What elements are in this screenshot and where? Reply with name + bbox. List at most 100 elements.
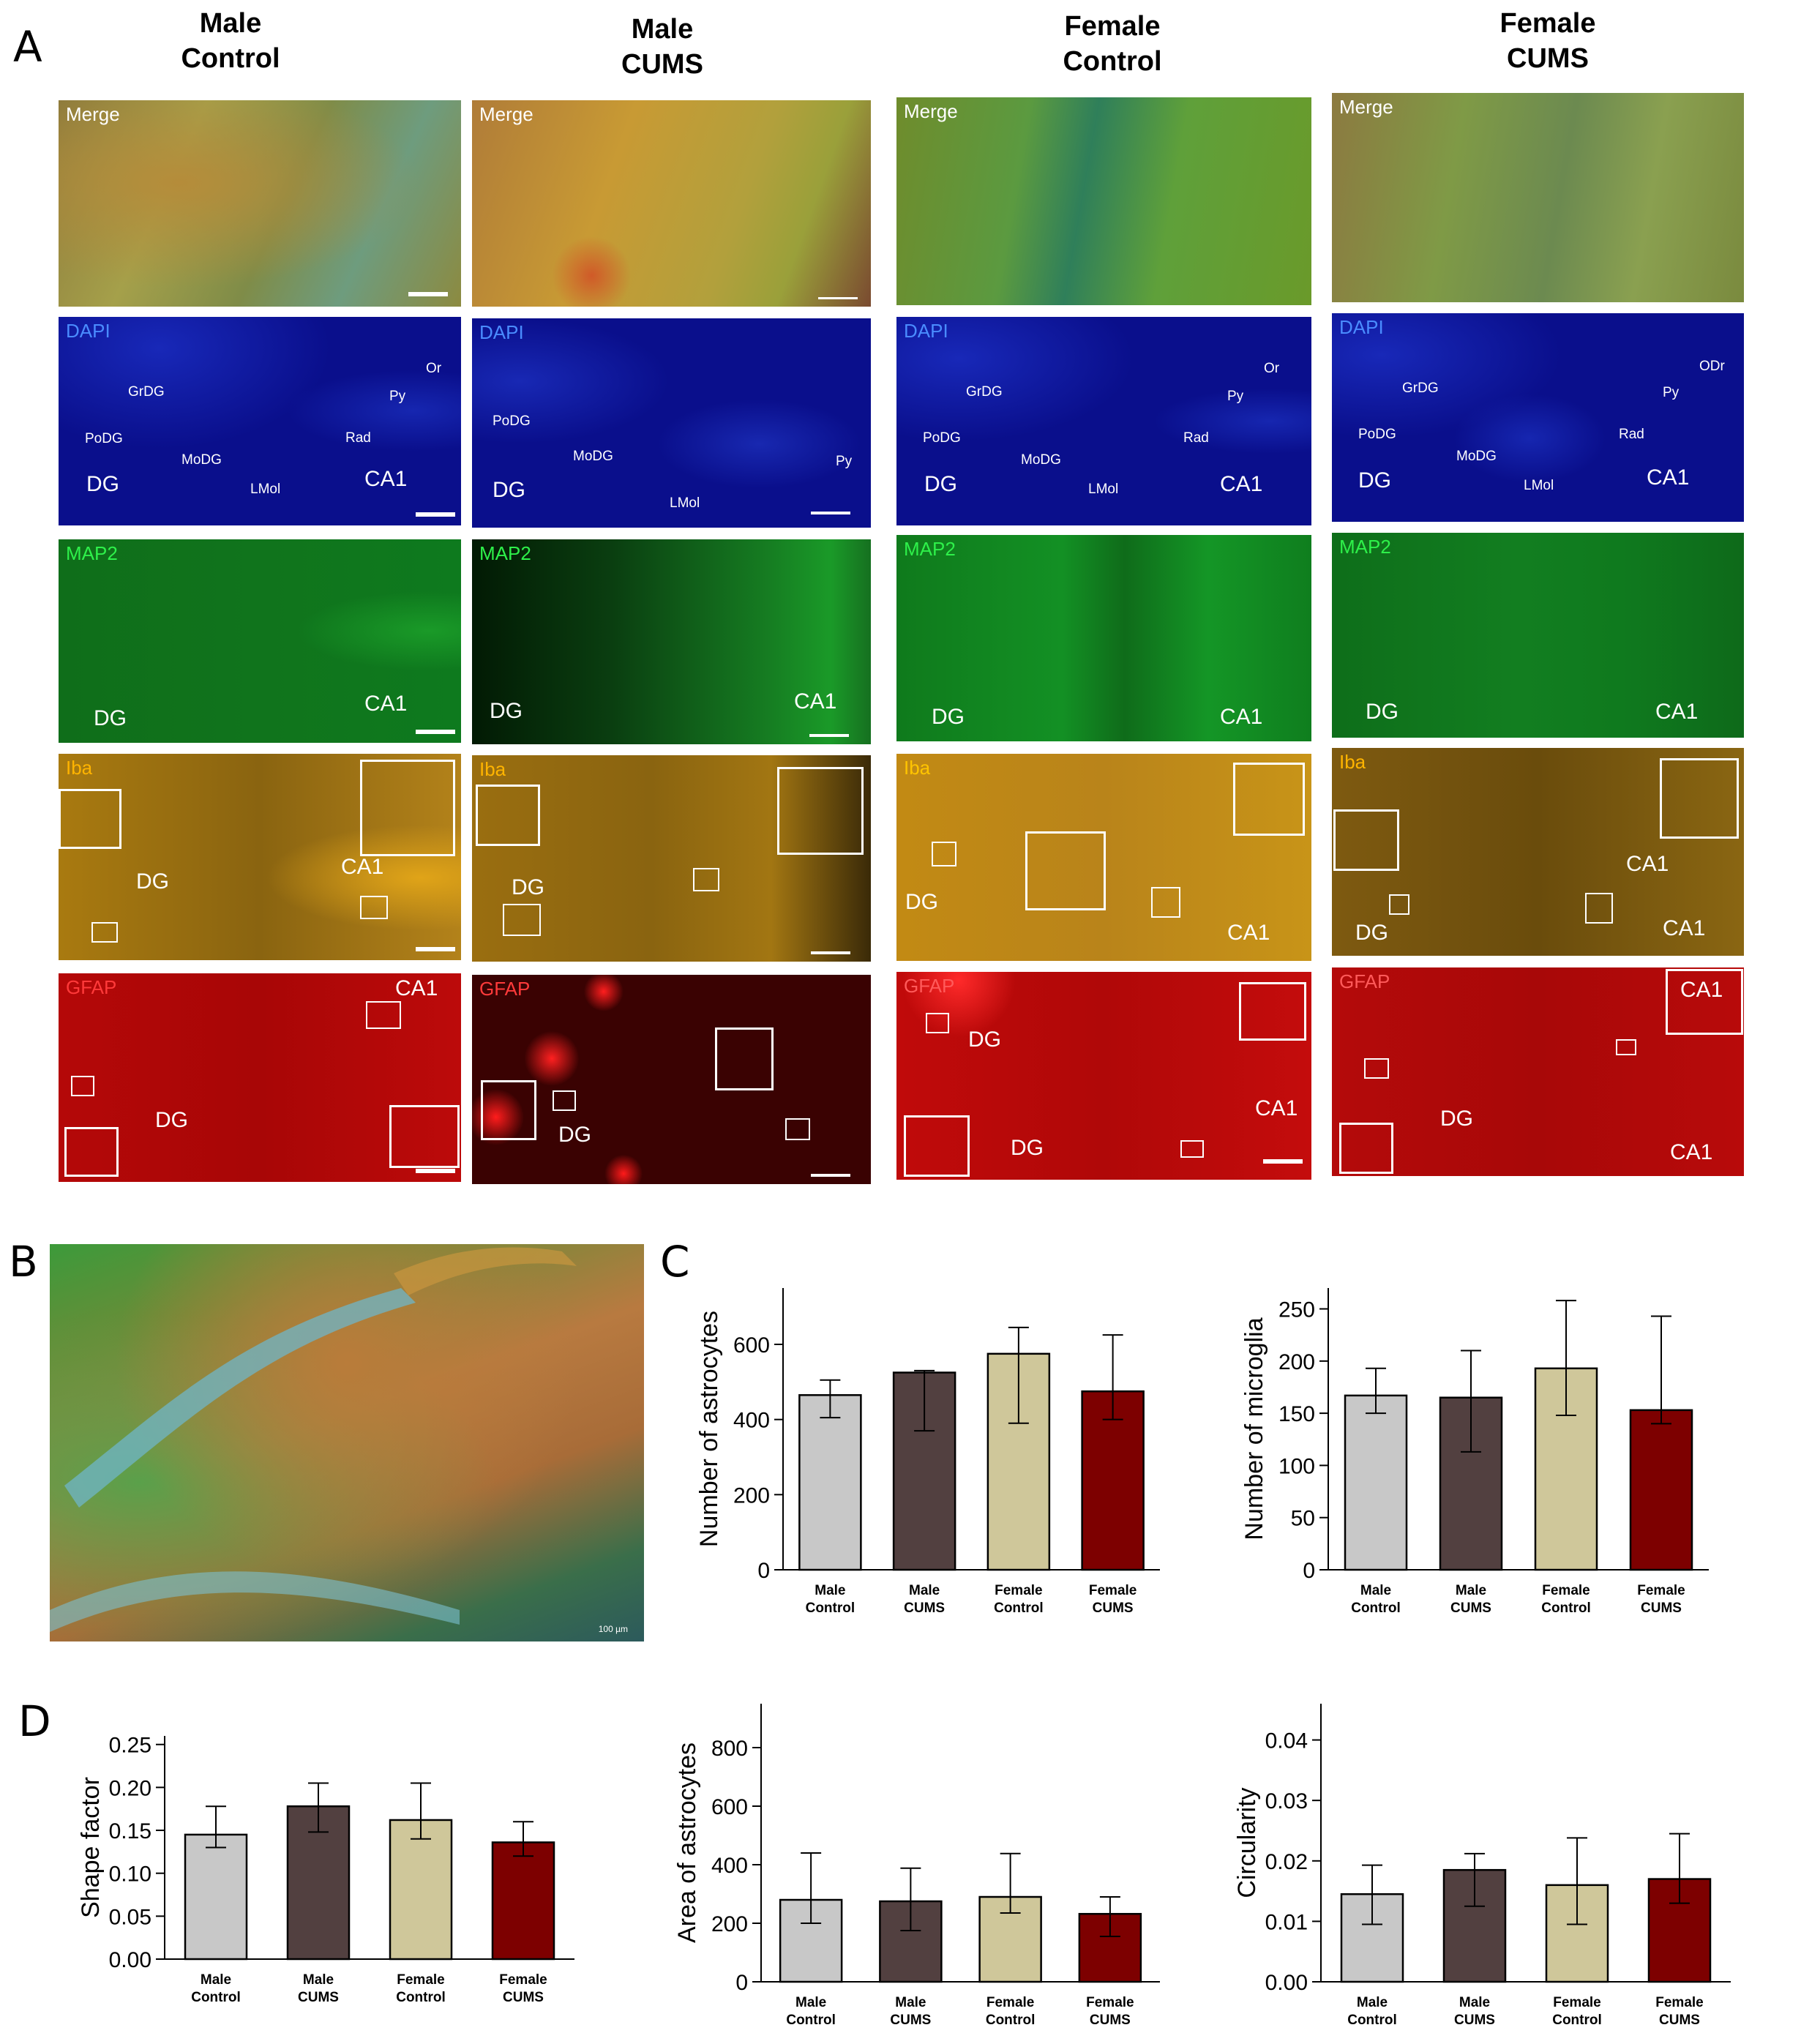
- y-tick-label: 600: [733, 1333, 770, 1358]
- gfap-image-female-cums: GFAP DG CA1 CA1: [1332, 967, 1744, 1176]
- stain-label: DAPI: [66, 320, 111, 342]
- panel-label-a: A: [13, 22, 42, 72]
- y-tick-label: 0.03: [1265, 1789, 1308, 1813]
- region-label-podg: PoDG: [1358, 427, 1396, 442]
- stain-label: DAPI: [1339, 316, 1384, 338]
- bar: [1081, 1390, 1145, 1571]
- stain-label: Iba: [904, 757, 931, 779]
- column-header-line: Control: [181, 43, 280, 74]
- column-header-line: CUMS: [621, 49, 703, 80]
- merge-image-female-cums: Merge: [1332, 93, 1744, 302]
- x-tick-label: Male: [815, 1583, 845, 1598]
- x-tick-label: Male: [895, 1995, 926, 2010]
- x-tick-label: CUMS: [1450, 1601, 1491, 1616]
- inset-box: [1151, 887, 1180, 918]
- stain-label: MAP2: [904, 538, 956, 560]
- y-tick-label: 400: [711, 1854, 748, 1878]
- map2-image-female-control: MAP2 DG CA1: [896, 535, 1311, 741]
- x-tick-label: CUMS: [1659, 2013, 1700, 2028]
- merge-image-male-control: Merge: [59, 100, 461, 307]
- region-label-dg: DG: [94, 706, 127, 730]
- stain-label: Merge: [479, 103, 533, 125]
- y-tick-label: 100: [1278, 1454, 1315, 1478]
- x-tick-label: Control: [1347, 2013, 1397, 2028]
- column-header-female-cums: Female CUMS: [1394, 6, 1701, 76]
- y-tick-label: 0.10: [109, 1863, 151, 1887]
- x-tick-label: Female: [1553, 1995, 1600, 2010]
- inset-box: [366, 1001, 401, 1029]
- region-label-ca1: CA1: [1680, 978, 1723, 1002]
- stain-label: MAP2: [479, 542, 531, 564]
- chart-microglia-count: 0 50 100 150 200 250 Number of microglia Male Co…: [1240, 1288, 1709, 1616]
- scale-bar: [818, 297, 858, 299]
- inset-box: [91, 922, 118, 943]
- scale-bar: [809, 734, 849, 737]
- x-tick-label: Control: [986, 2013, 1036, 2028]
- stain-label: GFAP: [66, 976, 117, 998]
- inset-box: [1660, 758, 1739, 839]
- inset-box: [715, 1027, 774, 1090]
- y-tick-label: 0: [735, 1971, 748, 1995]
- column-header-line: Male: [199, 8, 262, 39]
- scale-bar: [416, 947, 455, 951]
- y-tick-label: 400: [733, 1409, 770, 1433]
- chart-astrocyte-area: 0 200 400 600 800 Area of astrocytes Male Contr…: [673, 1704, 1160, 2028]
- iba-image-male-cums: Iba DG: [472, 755, 871, 962]
- map2-image-male-cums: MAP2 DG CA1: [472, 539, 871, 744]
- region-label-rad: Rad: [1619, 427, 1644, 442]
- region-label-dg: DG: [155, 1108, 188, 1132]
- region-label-ca1: CA1: [364, 692, 408, 716]
- region-label-modg: MoDG: [573, 449, 613, 464]
- gfap-image-male-control: GFAP DG CA1: [59, 973, 461, 1182]
- inset-box: [481, 1080, 536, 1140]
- dapi-image-male-control: DAPI GrDG PoDG MoDG LMol Rad Py Or DG CA…: [59, 317, 461, 525]
- inset-box: [389, 1105, 460, 1168]
- inset-box: [503, 904, 541, 936]
- stain-label: MAP2: [1339, 536, 1391, 558]
- bar: [1344, 1394, 1408, 1571]
- inset-box: [932, 842, 956, 866]
- x-tick-label: Control: [1541, 1601, 1591, 1616]
- region-label-modg: MoDG: [1456, 449, 1497, 464]
- region-label-odr: ODr: [1699, 359, 1725, 374]
- x-tick-label: CUMS: [1641, 1601, 1682, 1616]
- inset-box: [904, 1115, 970, 1177]
- region-label-lmol: LMol: [1088, 482, 1119, 497]
- region-label-grdg: GrDG: [966, 384, 1003, 400]
- region-label-dg: DG: [968, 1027, 1001, 1052]
- stain-label: GFAP: [1339, 970, 1390, 992]
- scale-bar: [416, 1169, 455, 1173]
- x-tick-label: CUMS: [298, 1990, 339, 2005]
- region-label-py: Py: [389, 389, 406, 404]
- region-label-dg: DG: [1440, 1107, 1473, 1131]
- inset-box: [926, 1013, 949, 1033]
- inset-box: [71, 1076, 94, 1096]
- column-header-male-control: Male Control: [77, 6, 384, 76]
- y-tick-label: 0.00: [109, 1948, 151, 1972]
- x-tick-label: CUMS: [890, 2013, 931, 2028]
- y-tick-label: 0.25: [109, 1734, 151, 1758]
- x-tick-label: Female: [995, 1583, 1042, 1598]
- x-tick-label: Male: [303, 1972, 334, 1988]
- x-tick-label: Male: [1456, 1583, 1486, 1598]
- region-label-ca1: CA1: [794, 689, 837, 714]
- panel-label-c: C: [660, 1237, 690, 1287]
- region-label-or: Or: [1264, 361, 1280, 376]
- inset-box: [360, 896, 388, 919]
- region-label-rad: Rad: [345, 430, 371, 446]
- region-label-dg: DG: [1358, 468, 1391, 493]
- region-label-grdg: GrDG: [128, 384, 165, 400]
- region-label-dg: DG: [86, 472, 119, 496]
- y-tick-label: 0.00: [1265, 1971, 1308, 1995]
- region-label-podg: PoDG: [493, 413, 531, 429]
- inset-box: [777, 767, 864, 855]
- region-label-lmol: LMol: [250, 482, 281, 497]
- merge-image-male-cums: Merge: [472, 100, 871, 307]
- inset-box: [1180, 1140, 1204, 1158]
- x-tick-label: Female: [1542, 1583, 1590, 1598]
- column-header-female-control: Female Control: [959, 9, 1266, 79]
- x-tick-label: Control: [1552, 2013, 1602, 2028]
- column-header-line: Male: [631, 14, 694, 45]
- y-tick-label: 50: [1291, 1507, 1315, 1531]
- x-tick-label: Control: [1351, 1601, 1401, 1616]
